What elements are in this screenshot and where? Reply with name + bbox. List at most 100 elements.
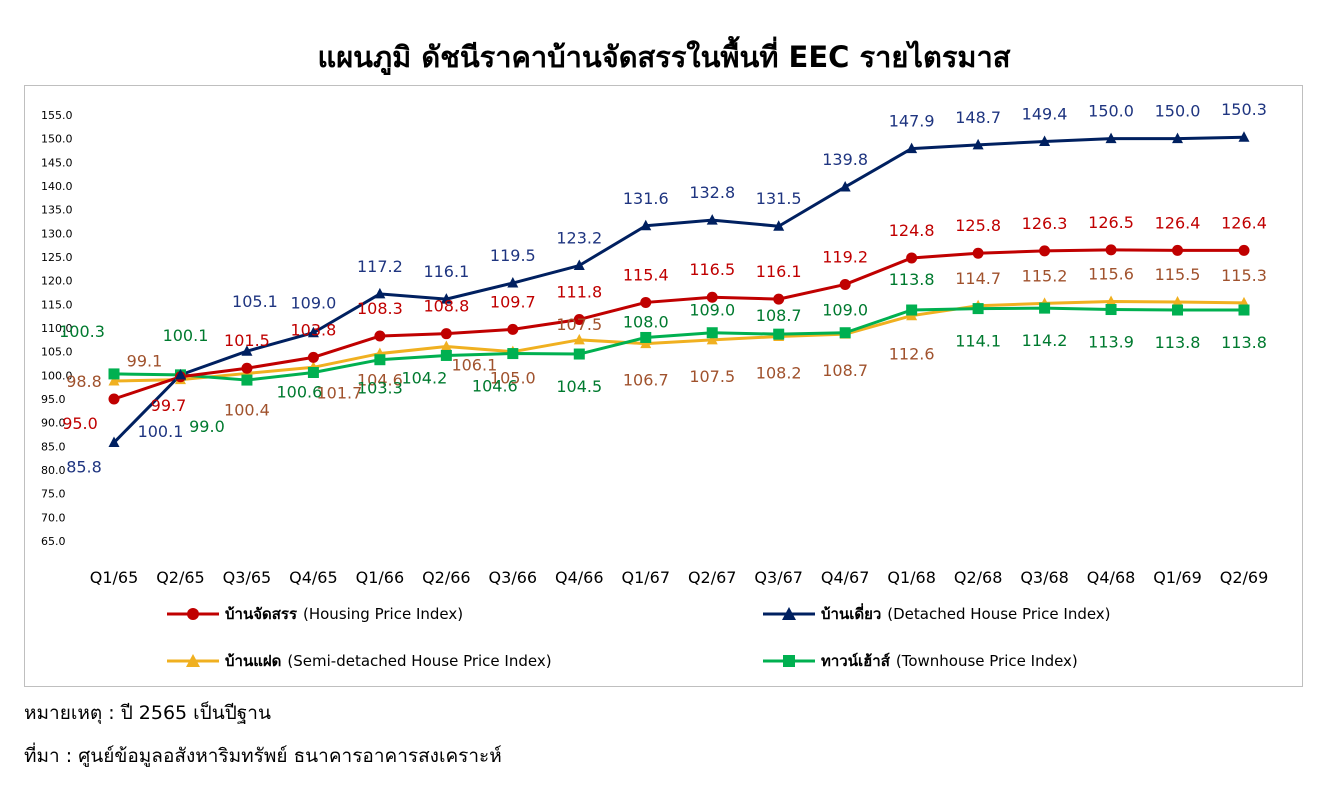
x-tick-label: Q2/67 (688, 568, 737, 587)
point-housing (307, 351, 319, 363)
point-semi-detached (440, 340, 452, 351)
data-label-housing: 108.3 (357, 299, 403, 318)
legend-name-detached: บ้านเดี่ยว (821, 605, 882, 623)
data-label-townhouse: 104.2 (401, 368, 447, 387)
data-label-semi-detached: 105.0 (490, 369, 536, 388)
data-label-detached: 123.2 (556, 229, 602, 248)
x-tick-label: Q4/66 (555, 568, 604, 587)
y-tick-label: 95.0 (41, 393, 66, 406)
data-label-townhouse: 100.3 (59, 322, 105, 341)
point-detached (1238, 131, 1250, 142)
legend-marker-detached (763, 607, 815, 620)
y-tick-label: 155.0 (41, 109, 73, 122)
x-tick-label: Q1/69 (1153, 568, 1202, 587)
point-housing (1105, 244, 1117, 256)
legend-name-semi-detached: บ้านแฝด (225, 652, 282, 670)
point-housing (906, 252, 918, 264)
legend-desc-housing: (Housing Price Index) (303, 605, 464, 623)
point-detached (906, 142, 918, 154)
data-label-semi-detached: 112.6 (889, 345, 935, 364)
point-townhouse (1039, 302, 1051, 314)
data-label-detached: 132.8 (689, 183, 735, 202)
data-label-housing: 116.1 (756, 262, 802, 281)
data-label-detached: 117.2 (357, 257, 403, 276)
x-tick-label: Q4/67 (821, 568, 870, 587)
legend-name-townhouse: ทาวน์เฮ้าส์ (821, 652, 890, 670)
legend-desc-semi-detached: (Semi-detached House Price Index) (287, 652, 552, 670)
series-line-semi-detached (113, 299, 1245, 383)
y-tick-label: 125.0 (41, 251, 73, 264)
data-label-townhouse: 103.3 (357, 379, 403, 398)
y-tick-label: 145.0 (41, 156, 73, 169)
data-label-detached: 116.1 (423, 262, 469, 281)
data-label-housing: 125.8 (955, 216, 1001, 235)
x-tick-label: Q2/69 (1220, 568, 1269, 587)
point-townhouse (108, 368, 120, 380)
data-label-semi-detached: 98.8 (66, 372, 102, 391)
data-label-housing: 101.5 (224, 331, 270, 350)
data-label-semi-detached: 107.5 (556, 315, 602, 334)
point-semi-detached (706, 333, 718, 345)
data-label-semi-detached: 115.2 (1022, 266, 1068, 285)
data-label-detached: 131.5 (756, 189, 802, 208)
data-label-housing: 99.7 (151, 396, 187, 415)
x-tick-label: Q3/67 (754, 568, 803, 587)
data-label-detached: 85.8 (66, 458, 102, 477)
data-label-detached: 150.0 (1155, 102, 1201, 121)
point-housing (972, 247, 984, 259)
legend-item-semi-detached: บ้านแฝด (Semi-detached House Price Index… (165, 649, 552, 673)
series-line-townhouse (113, 306, 1244, 382)
data-label-semi-detached: 106.7 (623, 371, 669, 390)
y-tick-label: 90.0 (41, 417, 66, 430)
x-tick-label: Q4/68 (1087, 568, 1136, 587)
legend-item-detached: บ้านเดี่ยว (Detached House Price Index) (761, 602, 1111, 626)
data-label-semi-detached: 104.6 (357, 371, 403, 390)
data-label-townhouse: 114.2 (1022, 331, 1068, 350)
y-tick-label: 65.0 (41, 535, 66, 548)
point-townhouse (1172, 304, 1184, 316)
point-detached (1105, 132, 1117, 144)
y-tick-label: 120.0 (41, 275, 73, 288)
data-label-townhouse: 113.8 (1155, 333, 1201, 352)
data-label-townhouse: 114.1 (955, 332, 1001, 351)
legend-desc-detached: (Detached House Price Index) (887, 605, 1111, 623)
series-line-detached (112, 135, 1245, 444)
point-housing (773, 293, 785, 305)
data-label-housing: 126.3 (1022, 214, 1068, 233)
point-townhouse (307, 366, 319, 378)
point-detached (573, 259, 585, 271)
data-label-detached: 119.5 (490, 246, 536, 265)
legend-marker-semi-detached (167, 654, 219, 667)
chart-title: แผนภูมิ ดัชนีราคาบ้านจัดสรรในพื้นที่ EEC… (317, 40, 1011, 74)
data-label-housing: 111.8 (556, 282, 602, 301)
x-tick-label: Q1/65 (90, 568, 139, 587)
chart-frame: 65.0 70.0 75.0 80.0 85.0 90.0 95.0 100.0 105.0 11… (24, 85, 1303, 687)
point-detached (241, 345, 253, 356)
data-label-housing: 108.8 (423, 297, 469, 316)
data-label-townhouse: 113.8 (1221, 333, 1267, 352)
data-label-detached: 109.0 (291, 294, 337, 313)
data-label-townhouse: 109.0 (822, 301, 868, 320)
point-housing (440, 328, 452, 340)
data-label-semi-detached: 114.7 (955, 269, 1001, 288)
legend-item-housing: บ้านจัดสรร (Housing Price Index) (165, 602, 463, 626)
point-semi-detached (1105, 295, 1117, 306)
point-detached (374, 287, 386, 299)
point-townhouse (1238, 304, 1250, 316)
data-label-detached: 150.0 (1088, 102, 1134, 121)
data-label-housing: 126.4 (1155, 213, 1201, 232)
data-label-detached: 147.9 (889, 112, 935, 131)
point-detached (440, 293, 452, 304)
point-semi-detached (1172, 295, 1184, 307)
point-detached (108, 436, 120, 448)
y-tick-label: 115.0 (41, 298, 73, 311)
point-detached (972, 138, 984, 150)
point-detached (174, 368, 186, 380)
point-detached (640, 219, 652, 231)
data-label-semi-detached: 115.5 (1155, 265, 1201, 284)
point-townhouse (440, 349, 452, 361)
point-detached (1172, 132, 1184, 144)
y-tick-label: 85.0 (41, 440, 66, 453)
point-housing (706, 291, 718, 303)
point-townhouse (906, 304, 918, 316)
